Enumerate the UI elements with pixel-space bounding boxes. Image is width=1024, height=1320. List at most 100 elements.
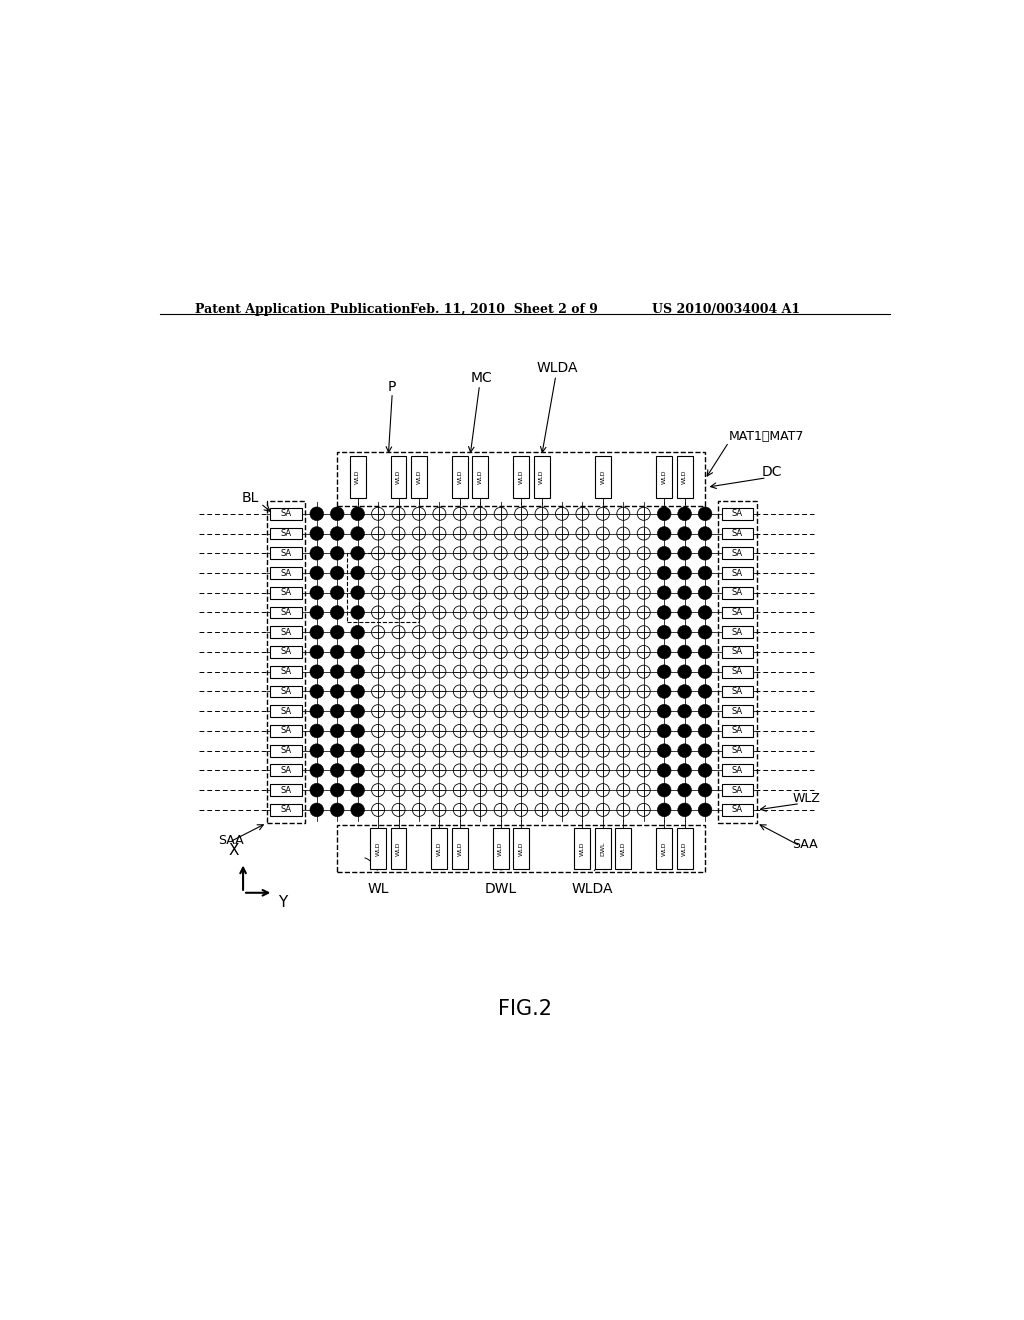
Circle shape [698, 586, 712, 599]
Text: SA: SA [732, 529, 743, 539]
Circle shape [678, 586, 691, 599]
Circle shape [678, 546, 691, 560]
Text: SA: SA [732, 686, 743, 696]
Circle shape [698, 783, 712, 797]
Circle shape [698, 507, 712, 520]
Circle shape [678, 705, 691, 718]
Text: WLD: WLD [458, 841, 462, 855]
Circle shape [351, 803, 365, 817]
Circle shape [310, 783, 324, 797]
Circle shape [698, 744, 712, 758]
Text: SA: SA [281, 609, 292, 616]
Circle shape [657, 803, 671, 817]
Circle shape [331, 665, 344, 678]
Text: SA: SA [732, 510, 743, 519]
Text: DWL: DWL [600, 841, 605, 855]
Circle shape [351, 665, 365, 678]
Text: SA: SA [732, 766, 743, 775]
Circle shape [351, 606, 365, 619]
Circle shape [331, 566, 344, 579]
Bar [452, 457, 468, 498]
Bar [267, 500, 305, 822]
Bar [270, 725, 302, 737]
Circle shape [310, 803, 324, 817]
Text: FIG.2: FIG.2 [498, 999, 552, 1019]
Text: WLD: WLD [499, 841, 503, 855]
Circle shape [351, 507, 365, 520]
Circle shape [310, 725, 324, 738]
Circle shape [331, 685, 344, 698]
Circle shape [678, 783, 691, 797]
Text: WLD: WLD [621, 841, 626, 855]
Circle shape [310, 527, 324, 540]
Bar [270, 508, 302, 520]
Bar [656, 828, 672, 869]
Text: SA: SA [281, 510, 292, 519]
Bar [270, 607, 302, 618]
Text: SA: SA [281, 628, 292, 636]
Bar [390, 457, 407, 498]
Text: P: P [388, 380, 396, 395]
Text: WLDA: WLDA [537, 362, 579, 375]
Circle shape [331, 586, 344, 599]
Circle shape [310, 626, 324, 639]
Bar [270, 548, 302, 560]
Bar [722, 568, 754, 579]
Text: WLDA: WLDA [571, 882, 613, 896]
Circle shape [310, 586, 324, 599]
Circle shape [678, 606, 691, 619]
Bar [595, 457, 611, 498]
Text: SA: SA [281, 706, 292, 715]
Circle shape [310, 645, 324, 659]
Circle shape [678, 566, 691, 579]
Bar [722, 725, 754, 737]
Bar [493, 828, 509, 869]
Circle shape [698, 763, 712, 777]
Bar [534, 457, 550, 498]
Bar [722, 665, 754, 677]
Text: SA: SA [281, 667, 292, 676]
Circle shape [351, 783, 365, 797]
Circle shape [657, 763, 671, 777]
Text: WLD: WLD [396, 470, 401, 484]
Circle shape [331, 803, 344, 817]
Text: SA: SA [281, 569, 292, 578]
Circle shape [351, 705, 365, 718]
Bar [722, 744, 754, 756]
Circle shape [678, 626, 691, 639]
Bar [722, 528, 754, 540]
Circle shape [678, 763, 691, 777]
Circle shape [678, 725, 691, 738]
Circle shape [698, 527, 712, 540]
Text: WLD: WLD [682, 841, 687, 855]
Text: SA: SA [732, 549, 743, 558]
Text: X: X [228, 843, 239, 858]
Circle shape [331, 507, 344, 520]
Text: SA: SA [281, 589, 292, 597]
Bar [452, 828, 468, 869]
Bar [719, 500, 757, 822]
Text: SA: SA [732, 805, 743, 814]
Text: WL: WL [368, 882, 389, 896]
Text: SAA: SAA [793, 838, 818, 850]
Bar [270, 685, 302, 697]
Circle shape [678, 645, 691, 659]
Bar [337, 453, 706, 507]
Text: SA: SA [732, 589, 743, 597]
Circle shape [657, 507, 671, 520]
Text: WLD: WLD [518, 841, 523, 855]
Bar [722, 587, 754, 599]
Text: SA: SA [732, 785, 743, 795]
Text: WLD: WLD [417, 470, 422, 484]
Text: WLD: WLD [682, 470, 687, 484]
Bar [337, 825, 706, 873]
Circle shape [657, 725, 671, 738]
Bar [615, 828, 631, 869]
Bar [411, 457, 427, 498]
Bar [722, 784, 754, 796]
Text: WLZ: WLZ [793, 792, 820, 805]
Text: Patent Application Publication: Patent Application Publication [196, 304, 411, 315]
Circle shape [331, 705, 344, 718]
Text: WLD: WLD [437, 841, 442, 855]
Circle shape [331, 783, 344, 797]
